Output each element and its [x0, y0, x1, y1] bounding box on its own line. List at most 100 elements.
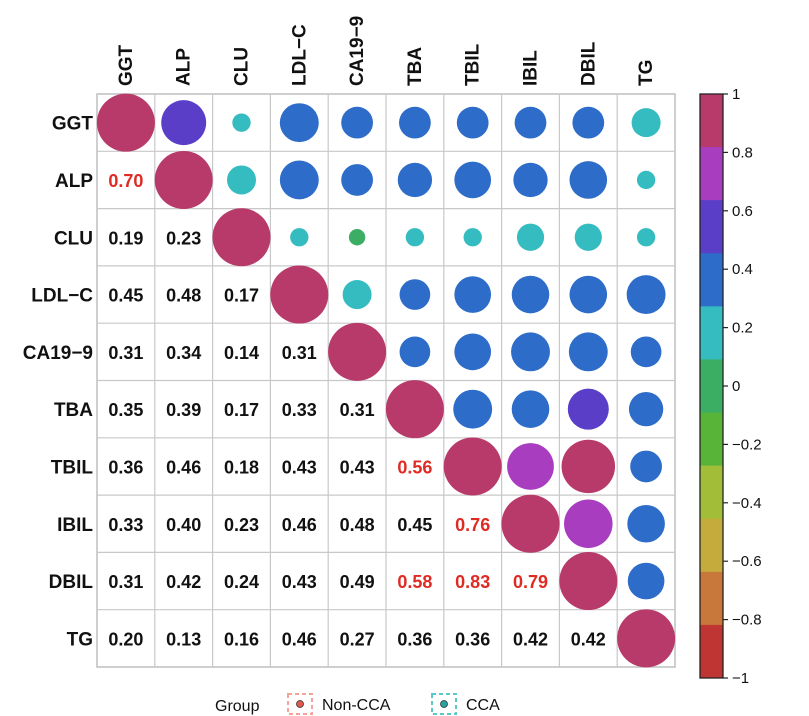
row-label: DBIL	[49, 572, 94, 593]
correlation-circle	[279, 160, 319, 200]
correlation-value: 0.43	[282, 572, 317, 592]
correlation-value: 0.36	[455, 629, 490, 649]
correlation-circle	[516, 223, 545, 251]
correlation-value: 0.40	[166, 515, 201, 535]
diagonal-circle	[270, 265, 329, 324]
correlation-value: 0.36	[397, 629, 432, 649]
colorbar-segment	[700, 94, 723, 148]
correlation-value: 0.23	[224, 515, 259, 535]
correlation-circle	[232, 113, 251, 132]
correlation-value: 0.58	[397, 572, 432, 592]
diagonal-circle	[617, 609, 676, 668]
correlation-value: 0.56	[397, 457, 432, 477]
correlation-circle	[628, 391, 664, 427]
colorbar-tick-label: 1	[732, 86, 740, 103]
colorbar-segment	[700, 465, 723, 520]
diagonal-circle	[443, 437, 502, 496]
diagonal-circle	[154, 150, 213, 209]
correlation-circle	[569, 161, 608, 199]
column-label: TBA	[405, 47, 426, 86]
correlation-circle	[456, 106, 489, 139]
correlation-circle	[636, 170, 656, 190]
legend-dot	[296, 700, 304, 708]
correlation-value: 0.45	[397, 515, 432, 535]
row-label: GGT	[52, 114, 94, 135]
correlation-value: 0.42	[513, 629, 548, 649]
colorbar-segment	[700, 412, 723, 467]
correlation-circle	[574, 223, 602, 251]
correlation-value: 0.34	[166, 343, 201, 363]
correlation-value: 0.17	[224, 286, 259, 306]
correlation-circle	[514, 106, 547, 139]
correlation-circle	[279, 103, 319, 143]
column-label: IBIL	[521, 50, 542, 86]
legend-swatch	[287, 693, 313, 715]
column-label: LDL−C	[289, 24, 310, 86]
correlation-value: 0.16	[224, 629, 259, 649]
correlation-value: 0.33	[108, 515, 143, 535]
diagonal-circle	[212, 208, 271, 267]
row-label: CLU	[54, 228, 93, 249]
column-label: TBIL	[463, 43, 484, 86]
column-label: ALP	[174, 48, 195, 86]
row-label: ALP	[55, 171, 93, 192]
correlation-value: 0.83	[455, 572, 490, 592]
colorbar-tick-label: −0.8	[732, 612, 762, 629]
correlation-circle	[507, 443, 554, 490]
correlation-value: 0.35	[108, 400, 143, 420]
diagonal-circle	[96, 93, 155, 152]
colorbar-segment	[700, 571, 723, 626]
correlation-value: 0.79	[513, 572, 548, 592]
row-label: TBIL	[51, 457, 94, 478]
colorbar-segment	[700, 306, 723, 360]
colorbar-tick-label: 0.6	[732, 203, 753, 220]
legend-swatch	[431, 693, 457, 715]
correlation-value: 0.70	[108, 171, 143, 191]
colorbar-segment	[700, 518, 723, 573]
correlation-value: 0.42	[571, 629, 606, 649]
correlation-value: 0.39	[166, 400, 201, 420]
correlation-value: 0.18	[224, 457, 259, 477]
correlation-value: 0.46	[166, 457, 201, 477]
correlation-value: 0.46	[282, 515, 317, 535]
correlation-value: 0.19	[108, 228, 143, 248]
correlation-value: 0.31	[108, 343, 143, 363]
correlation-value: 0.24	[224, 572, 259, 592]
correlation-circle	[572, 106, 605, 139]
correlation-value: 0.17	[224, 400, 259, 420]
correlation-value: 0.27	[340, 629, 375, 649]
correlation-value: 0.33	[282, 400, 317, 420]
colorbar-tick-label: 0.8	[732, 144, 753, 161]
colorbar-segment	[700, 624, 723, 679]
correlation-value: 0.46	[282, 629, 317, 649]
group-legend: Group Non-CCA CCA	[215, 693, 500, 715]
correlation-circle	[290, 228, 309, 247]
correlation-circle	[463, 228, 482, 247]
row-labels: GGT ALP CLU LDL−C CA19−9 TBA TBIL IBIL DBIL TG	[23, 114, 94, 651]
correlation-value: 0.36	[108, 457, 143, 477]
correlation-circle	[454, 333, 492, 371]
correlation-circle	[454, 276, 492, 313]
correlation-circle	[399, 336, 431, 368]
row-label: CA19−9	[23, 343, 93, 364]
column-labels: GGT ALP CLU LDL−C CA19−9 TBA TBIL IBIL DBIL TG	[116, 16, 657, 86]
correlation-circle	[399, 279, 431, 310]
legend-title: Group	[215, 698, 260, 715]
correlation-circle	[405, 228, 425, 247]
correlation-circle	[453, 389, 493, 429]
correlation-value: 0.48	[340, 515, 375, 535]
correlation-value: 0.43	[340, 457, 375, 477]
correlation-circle	[631, 108, 661, 138]
correlation-value: 0.31	[108, 572, 143, 592]
correlation-circle	[636, 228, 656, 247]
correlation-value: 0.31	[340, 400, 375, 420]
correlation-circle	[511, 390, 550, 428]
colorbar-tick-label: −0.4	[732, 495, 762, 512]
row-label: LDL−C	[31, 286, 93, 307]
colorbar-tick-label: 0.4	[732, 261, 753, 278]
legend-dot	[440, 700, 448, 708]
correlation-circle	[399, 106, 431, 139]
correlation-value: 0.31	[282, 343, 317, 363]
diagonal-circle	[501, 494, 560, 553]
